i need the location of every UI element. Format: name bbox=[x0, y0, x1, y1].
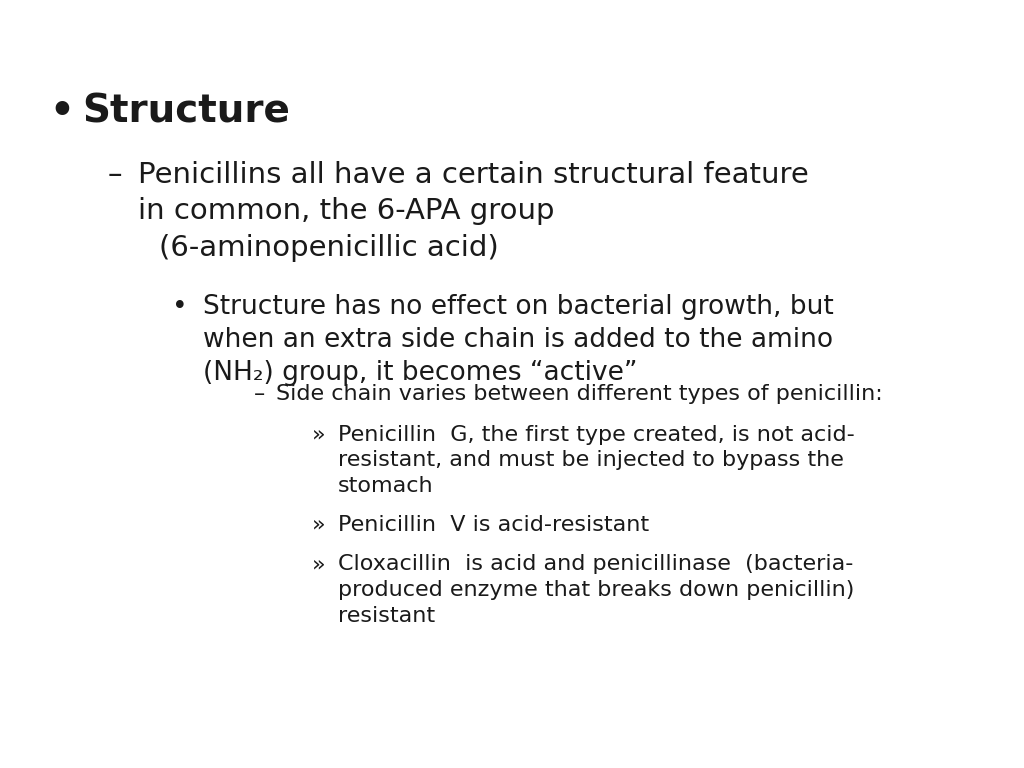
Text: Penicillin  V is acid-resistant: Penicillin V is acid-resistant bbox=[338, 515, 649, 535]
Text: •: • bbox=[49, 92, 74, 130]
Text: »: » bbox=[312, 515, 326, 535]
Text: –: – bbox=[108, 161, 122, 189]
Text: (6-aminopenicillic acid): (6-aminopenicillic acid) bbox=[159, 234, 499, 262]
Text: »: » bbox=[312, 554, 326, 574]
Text: Structure: Structure bbox=[82, 92, 290, 130]
Text: »: » bbox=[312, 425, 326, 445]
Text: –: – bbox=[254, 384, 265, 404]
Text: Side chain varies between different types of penicillin:: Side chain varies between different type… bbox=[276, 384, 884, 404]
Text: Penicillins all have a certain structural feature
in common, the 6-APA group: Penicillins all have a certain structura… bbox=[138, 161, 809, 225]
Text: Structure has no effect on bacterial growth, but
when an extra side chain is add: Structure has no effect on bacterial gro… bbox=[203, 294, 834, 386]
Text: •: • bbox=[172, 294, 187, 320]
Text: Penicillin  G, the first type created, is not acid-
resistant, and must be injec: Penicillin G, the first type created, is… bbox=[338, 425, 855, 496]
Text: Cloxacillin  is acid and penicillinase  (bacteria-
produced enzyme that breaks d: Cloxacillin is acid and penicillinase (b… bbox=[338, 554, 854, 626]
